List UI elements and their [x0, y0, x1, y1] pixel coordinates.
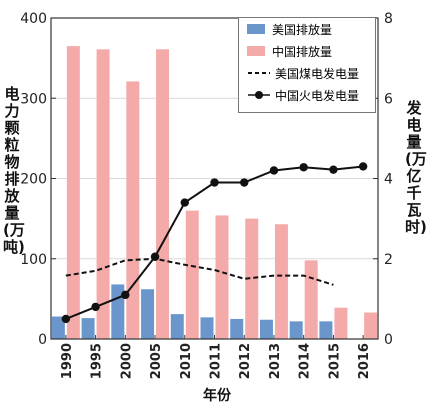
bar-cn-emission — [364, 312, 378, 339]
legend-item: 美国排放量 — [239, 18, 375, 40]
bar-us-emission — [259, 319, 273, 339]
bar-cn-emission — [274, 224, 288, 339]
y-right-tick-label: 0 — [384, 332, 393, 348]
bar-us-emission — [289, 321, 303, 339]
marker-cn-thermal — [358, 162, 368, 171]
bar-us-emission — [51, 316, 65, 339]
bar-cn-emission — [66, 46, 80, 340]
x-tick-label: 2015 — [327, 343, 342, 379]
bar-cn-emission — [304, 260, 318, 339]
x-tick-label: 1995 — [90, 343, 105, 379]
x-tick-label: 1990 — [60, 343, 75, 379]
legend-label: 美国排放量 — [272, 22, 333, 37]
x-tick-label: 2014 — [298, 343, 313, 379]
y-right-tick-label: 8 — [384, 11, 393, 27]
line-cn-thermal — [65, 165, 364, 320]
y-right-tick-label: 2 — [384, 252, 393, 268]
x-tick-label: 2011 — [209, 343, 224, 379]
y-axis-right-label: 发电量(万亿千瓦时) — [405, 99, 427, 236]
y-right-tick-label: 6 — [384, 91, 393, 107]
bar-us-emission — [170, 314, 184, 339]
bar-us-emission — [141, 289, 155, 339]
legend-swatch-us-emission — [247, 24, 265, 34]
x-tick-label: 2013 — [268, 343, 283, 379]
bar-cn-emission — [185, 210, 199, 339]
marker-cn-thermal — [240, 178, 249, 187]
x-tick-label: 2010 — [179, 343, 194, 379]
legend-swatch-cn-emission — [247, 46, 265, 56]
marker-cn-thermal — [180, 198, 189, 207]
legend-item: 中国排放量 — [239, 40, 375, 62]
bar-us-emission — [230, 318, 244, 339]
legend-swatch-cn-thermal — [248, 91, 270, 99]
line-us-coal — [65, 257, 334, 286]
bar-us-emission — [81, 318, 95, 339]
y-left-tick-label: 200 — [20, 172, 47, 188]
legend-item: 美国煤电发电量 — [239, 62, 375, 84]
marker-cn-thermal — [269, 166, 279, 175]
legend-label: 美国煤电发电量 — [275, 66, 360, 81]
legend-label: 中国排放量 — [272, 44, 333, 59]
x-tick-label: 2012 — [238, 343, 253, 379]
bar-cn-emission — [96, 49, 110, 340]
marker-cn-thermal — [61, 314, 71, 324]
x-tick-label: 2016 — [357, 343, 372, 379]
bar-cn-emission — [215, 215, 229, 339]
marker-cn-thermal — [150, 252, 160, 261]
bar-cn-emission — [334, 307, 348, 339]
y-axis-left-label: 电力颗粒物排放量(万吨) — [3, 85, 25, 256]
legend-label: 中国火电发电量 — [275, 88, 360, 103]
x-tick-label: 2005 — [149, 343, 164, 379]
y-left-tick-label: 400 — [20, 11, 47, 27]
bar-us-emission — [319, 321, 333, 339]
legend: 美国排放量 中国排放量 美国煤电发电量 中国火电发电量 — [238, 17, 376, 113]
legend-swatch-us-coal — [248, 72, 270, 74]
bar-us-emission — [200, 317, 214, 339]
marker-cn-thermal — [210, 178, 219, 187]
legend-item: 中国火电发电量 — [239, 84, 375, 106]
marker-cn-thermal — [91, 302, 100, 312]
y-left-tick-label: 0 — [38, 332, 47, 348]
bar-cn-emission — [245, 218, 259, 339]
marker-cn-thermal — [329, 165, 338, 174]
x-tick-label: 2000 — [119, 343, 134, 379]
y-left-tick-label: 100 — [20, 252, 47, 268]
marker-cn-thermal — [299, 163, 308, 172]
bar-cn-emission — [126, 81, 140, 340]
marker-cn-thermal — [121, 290, 130, 300]
y-right-tick-label: 4 — [384, 172, 393, 188]
bar-cn-emission — [156, 49, 170, 340]
y-left-tick-label: 300 — [20, 91, 47, 107]
bar-us-emission — [111, 284, 125, 339]
x-axis-label: 年份 — [203, 388, 231, 404]
